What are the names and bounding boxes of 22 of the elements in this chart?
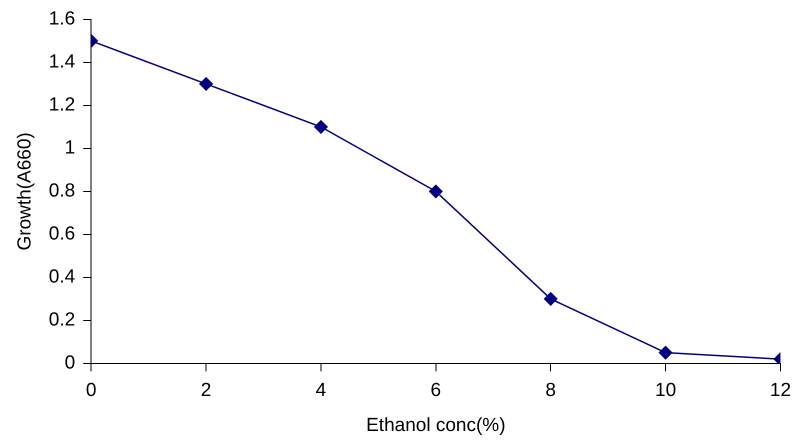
x-tick-label: 6 <box>430 380 442 402</box>
x-tick-label: 4 <box>316 380 327 402</box>
x-tick-label: 10 <box>654 380 676 402</box>
y-tick-label: 0.8 <box>48 180 76 202</box>
point <box>544 292 558 306</box>
x-tick-label: 2 <box>200 380 212 402</box>
x-tick-label: 12 <box>770 380 792 402</box>
y-tick-label: 0 <box>64 352 76 374</box>
y-tick-label: 1.4 <box>48 52 76 73</box>
y-tick-label: 1.6 <box>48 8 76 30</box>
y-tick-label: 0.6 <box>48 224 76 245</box>
y-tick-label: 1 <box>64 138 76 159</box>
point <box>658 346 672 360</box>
y-axis-title: Growth(A660) <box>14 132 36 251</box>
x-tick-label: 0 <box>86 380 96 402</box>
y-tick-label: 1.2 <box>48 94 76 116</box>
y-tick-label: 0.2 <box>48 310 76 331</box>
x-tick-label: 8 <box>545 380 556 402</box>
x-axis-title: Ethanol conc(%) <box>366 414 506 436</box>
point <box>314 120 328 134</box>
y-tick-label: 0.4 <box>48 266 76 288</box>
point <box>429 184 443 198</box>
